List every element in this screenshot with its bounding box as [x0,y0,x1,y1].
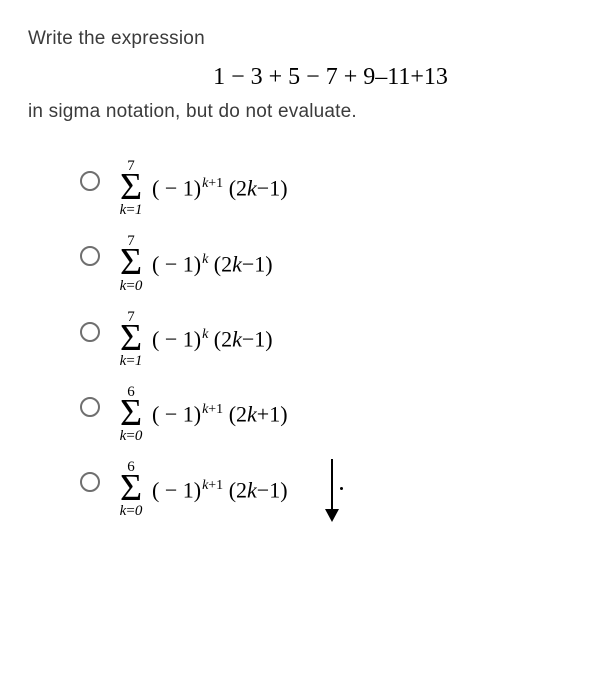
lower-limit: k=0 [120,279,143,294]
sigma-symbol: 7 Σ k=1 [114,310,148,369]
option-2[interactable]: 7 Σ k=0 ( − 1)k (2k−1) [80,234,573,293]
sigma-symbol: 6 Σ k=0 [114,460,148,519]
question-prompt-line1: Write the expression [28,28,573,50]
lower-limit: k=0 [120,429,143,444]
cursor-arrow-icon [318,459,346,529]
summand: ( − 1)k+1 (2k−1) [152,177,288,199]
series-expression: 1 − 3 + 5 − 7 + 9–11+13 [88,64,573,91]
sigma-symbol: 7 Σ k=1 [114,159,148,218]
sigma-symbol: 7 Σ k=0 [114,234,148,293]
radio-icon[interactable] [80,472,100,492]
option-formula: 7 Σ k=1 ( − 1)k (2k−1) [114,310,273,369]
lower-limit: k=1 [120,354,143,369]
option-3[interactable]: 7 Σ k=1 ( − 1)k (2k−1) [80,310,573,369]
options-group: 7 Σ k=1 ( − 1)k+1 (2k−1) 7 Σ k=0 ( − 1)k… [80,159,573,519]
option-4[interactable]: 6 Σ k=0 ( − 1)k+1 (2k+1) [80,385,573,444]
sigma-icon: Σ [120,322,142,354]
sigma-icon: Σ [120,246,142,278]
summand: ( − 1)k+1 (2k+1) [152,403,288,425]
radio-icon[interactable] [80,322,100,342]
sigma-icon: Σ [120,171,142,203]
option-formula: 7 Σ k=1 ( − 1)k+1 (2k−1) [114,159,288,218]
option-formula: 7 Σ k=0 ( − 1)k (2k−1) [114,234,273,293]
question-prompt-line2: in sigma notation, but do not evaluate. [28,101,573,123]
lower-limit: k=0 [120,504,143,519]
sigma-symbol: 6 Σ k=0 [114,385,148,444]
option-1[interactable]: 7 Σ k=1 ( − 1)k+1 (2k−1) [80,159,573,218]
option-formula: 6 Σ k=0 ( − 1)k+1 (2k+1) [114,385,288,444]
summand: ( − 1)k+1 (2k−1) [152,479,288,501]
lower-limit: k=1 [120,203,143,218]
radio-icon[interactable] [80,171,100,191]
sigma-icon: Σ [120,472,142,504]
radio-icon[interactable] [80,246,100,266]
radio-icon[interactable] [80,397,100,417]
summand: ( − 1)k (2k−1) [152,328,273,350]
option-5[interactable]: 6 Σ k=0 ( − 1)k+1 (2k−1) [80,460,573,519]
option-formula: 6 Σ k=0 ( − 1)k+1 (2k−1) [114,460,288,519]
sigma-icon: Σ [120,397,142,429]
summand: ( − 1)k (2k−1) [152,253,273,275]
